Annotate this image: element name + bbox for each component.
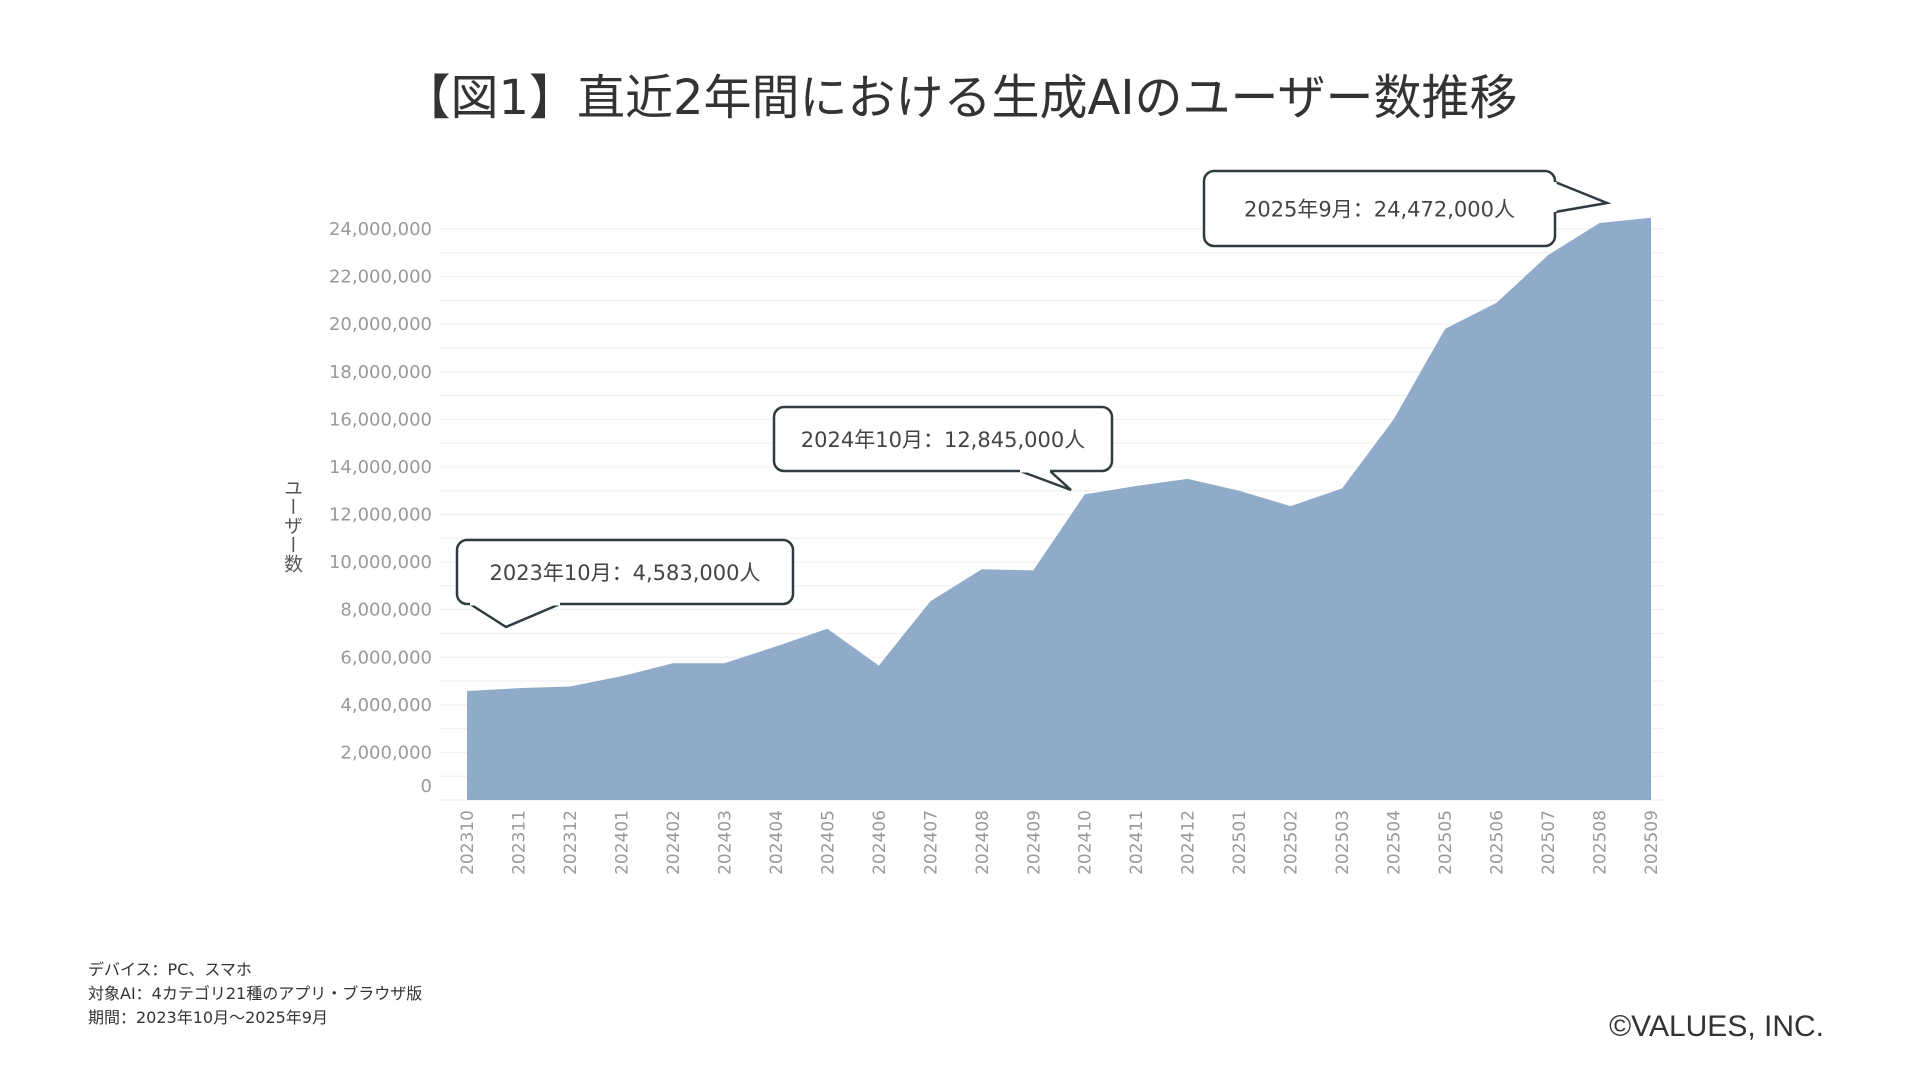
callout: 2024年10月：12,845,000人 [772, 405, 1114, 492]
footer-target: 対象AI：4カテゴリ21種のアプリ・ブラウザ版 [88, 984, 423, 1003]
footer-notes: デバイス：PC、スマホ 対象AI：4カテゴリ21種のアプリ・ブラウザ版 期間：2… [88, 958, 422, 1030]
copyright: ©VALUES, INC. [1609, 1010, 1824, 1043]
x-tick-label: 202310 [458, 810, 478, 875]
callout-box [455, 538, 795, 606]
x-tick-label: 202502 [1282, 810, 1302, 875]
chart-title: 【図1】直近2年間における生成AIのユーザー数推移 [402, 70, 1518, 126]
callout-text: 2025年9月：24,472,000人 [1244, 198, 1515, 222]
y-tick-label: 8,000,000 [340, 600, 432, 621]
callout-tail [1019, 469, 1072, 492]
y-tick-label: 0 [421, 776, 432, 797]
y-tick-label: 18,000,000 [329, 362, 432, 383]
y-tick-label: 4,000,000 [340, 695, 432, 716]
x-tick-label: 202312 [561, 810, 581, 875]
x-tick-label: 202408 [973, 810, 993, 875]
y-tick-label: 10,000,000 [329, 552, 432, 573]
x-tick-label: 202412 [1179, 810, 1199, 875]
y-tick-label: 2,000,000 [340, 742, 432, 763]
x-tick-label: 202509 [1642, 810, 1662, 875]
callout-text: 2023年10月：4,583,000人 [489, 561, 760, 585]
x-tick-label: 202402 [664, 810, 684, 875]
x-tick-label: 202506 [1488, 810, 1508, 875]
callout-box [772, 405, 1114, 473]
footer-period: 期間：2023年10月〜2025年9月 [88, 1008, 328, 1027]
y-axis-label: ユーザー数 [281, 478, 303, 573]
x-tick-label: 202404 [767, 810, 787, 875]
callout: 2023年10月：4,583,000人 [455, 538, 795, 629]
x-tick-label: 202505 [1436, 810, 1456, 875]
x-tick-label: 202405 [818, 810, 838, 875]
callout-tail [469, 602, 561, 629]
x-tick-label: 202503 [1333, 810, 1353, 875]
callout-text: 2024年10月：12,845,000人 [801, 428, 1085, 452]
callout: 2025年9月：24,472,000人 [1202, 169, 1612, 248]
x-tick-label: 202401 [612, 810, 632, 875]
x-tick-label: 202501 [1230, 810, 1250, 875]
x-tick-label: 202409 [1024, 810, 1044, 875]
x-tick-label: 202410 [1076, 810, 1096, 875]
y-tick-label: 24,000,000 [329, 219, 432, 240]
y-tick-label: 14,000,000 [329, 457, 432, 478]
y-tick-label: 20,000,000 [329, 314, 432, 335]
x-tick-label: 202508 [1591, 810, 1611, 875]
x-tick-label: 202406 [870, 810, 890, 875]
footer-device: デバイス：PC、スマホ [88, 960, 252, 979]
x-tick-label: 202504 [1385, 810, 1405, 875]
y-tick-label: 22,000,000 [329, 267, 432, 288]
x-tick-label: 202507 [1539, 810, 1559, 875]
x-tick-label: 202411 [1127, 810, 1147, 875]
callout-tail [1554, 180, 1612, 214]
y-tick-label: 6,000,000 [340, 647, 432, 668]
x-tick-label: 202403 [715, 810, 735, 875]
area-series [467, 217, 1651, 801]
x-tick-label: 202311 [509, 810, 529, 875]
x-tick-label: 202407 [921, 810, 941, 875]
y-tick-label: 12,000,000 [329, 505, 432, 526]
y-tick-label: 16,000,000 [329, 409, 432, 430]
